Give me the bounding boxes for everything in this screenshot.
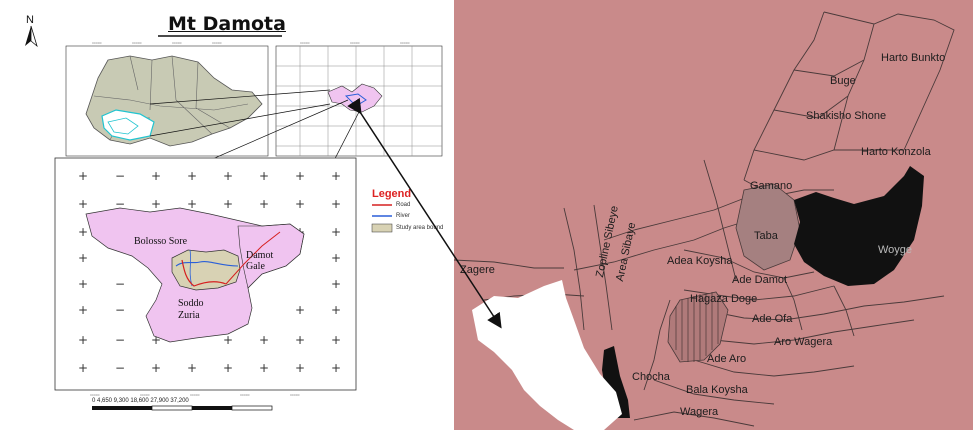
district-label-woyge: Woyge: [878, 244, 913, 256]
district-label-aro-wagera: Aro Wagera: [774, 336, 833, 348]
region-label-soddo-line2: Zuria: [178, 310, 200, 321]
svg-text:+: +: [151, 333, 161, 347]
svg-text:00000: 00000: [290, 393, 300, 397]
district-label-harto-konzola: Harto Konzola: [861, 146, 931, 158]
svg-text:+: +: [78, 277, 88, 291]
svg-text:00000: 00000: [300, 41, 310, 45]
svg-text:+: +: [187, 197, 197, 211]
svg-text:+: +: [78, 169, 88, 183]
region-label-bolosso-sore: Bolosso Sore: [134, 236, 188, 247]
svg-text:−: −: [115, 361, 125, 375]
study-area-map-graphic: + − + + + + + + + − + + + + + + + + + + + + − + + − + + + − + + + +…: [25, 25, 443, 411]
svg-text:−: −: [115, 333, 125, 347]
region-label-soddo-line1: Soddo: [178, 298, 204, 309]
svg-text:+: +: [259, 197, 269, 211]
svg-text:+: +: [295, 169, 305, 183]
svg-text:+: +: [151, 361, 161, 375]
svg-text:+: +: [331, 333, 341, 347]
svg-text:−: −: [115, 197, 125, 211]
svg-text:+: +: [151, 197, 161, 211]
svg-text:+: +: [331, 277, 341, 291]
svg-text:−: −: [115, 169, 125, 183]
study-area-white-mask: [472, 280, 622, 430]
district-label-shakisho-shone: Shakisho Shone: [806, 110, 887, 122]
svg-text:00000: 00000: [172, 41, 182, 45]
svg-text:+: +: [187, 361, 197, 375]
svg-text:−: −: [115, 277, 125, 291]
district-label-harto-bunkto: Harto Bunkto: [881, 52, 946, 64]
hatched-district-area: [667, 291, 729, 363]
svg-text:00000: 00000: [350, 41, 360, 45]
svg-text:00000: 00000: [90, 393, 100, 397]
region-label-damot-line2: Gale: [246, 261, 265, 272]
district-label-ade-aro: Ade Aro: [707, 353, 747, 365]
district-label-wagera: Wagera: [680, 406, 719, 418]
district-map-graphic: [454, 11, 955, 430]
svg-text:+: +: [331, 303, 341, 317]
district-boundaries: [454, 11, 955, 427]
svg-text:+: +: [187, 169, 197, 183]
svg-text:00000: 00000: [140, 393, 150, 397]
svg-text:+: +: [78, 251, 88, 265]
svg-text:+: +: [295, 197, 305, 211]
legend-road-label: Road: [396, 202, 411, 208]
study-area-detail-map: + − + + + + + + + − + + + + + + + + + + + + − + + − + + + − + + + +…: [54, 157, 357, 391]
legend-title: Legend: [372, 188, 412, 200]
svg-text:+: +: [295, 361, 305, 375]
highlighted-district-area: [794, 166, 924, 286]
svg-text:+: +: [223, 361, 233, 375]
svg-text:+: +: [78, 303, 88, 317]
legend-study-area-swatch: [371, 223, 393, 233]
scale-bar-text: 0 4,650 9,300 18,600 27,900 37,200: [92, 398, 189, 404]
legend-study-area-label: Study area bound: [396, 225, 444, 231]
svg-text:+: +: [259, 361, 269, 375]
region-label-damot-line1: Damot: [246, 250, 274, 261]
district-label-buge: Buge: [830, 75, 856, 87]
svg-text:+: +: [78, 361, 88, 375]
svg-text:+: +: [259, 169, 269, 183]
svg-text:+: +: [331, 225, 341, 239]
district-label-gamano: Gamano: [750, 180, 793, 192]
svg-text:+: +: [295, 303, 305, 317]
district-label-ade-ofa: Ade Ofa: [752, 313, 793, 325]
north-arrow-icon: [25, 25, 38, 48]
district-label-hagaza-doge: Hagaza Doge: [690, 293, 758, 305]
svg-text:+: +: [151, 169, 161, 183]
district-label-bala-koysha: Bala Koysha: [686, 384, 748, 396]
svg-text:+: +: [331, 197, 341, 211]
svg-text:+: +: [259, 333, 269, 347]
ethiopia-inset-map: [65, 45, 269, 157]
svg-text:+: +: [78, 333, 88, 347]
map-legend: [371, 204, 393, 233]
study-area-map-panel: + − + + + + + + + − + + + + + + + + + + + + − + + − + + + − + + + +…: [0, 0, 454, 430]
district-map-panel: Harto Bunkto Buge Shakisho Shone Harto K…: [454, 0, 973, 430]
svg-text:+: +: [78, 197, 88, 211]
svg-text:+: +: [78, 225, 88, 239]
zone-inset-map: [275, 45, 443, 157]
district-label-adea-koysha: Adea Koysha: [667, 255, 733, 267]
svg-text:+: +: [331, 169, 341, 183]
legend-river-label: River: [396, 213, 411, 219]
map-title: Mt Damota: [168, 13, 286, 35]
svg-text:00000: 00000: [92, 41, 102, 45]
svg-text:00000: 00000: [212, 41, 222, 45]
district-label-chocha: Chocha: [632, 371, 670, 383]
svg-text:+: +: [223, 333, 233, 347]
district-label-zagere: Zagere: [460, 264, 495, 276]
north-label: N: [26, 14, 34, 26]
scale-bar: [92, 405, 273, 411]
district-label-ade-damot: Ade Damot: [732, 274, 788, 286]
svg-text:+: +: [331, 361, 341, 375]
taba-district-area: [735, 183, 801, 271]
svg-text:00000: 00000: [132, 41, 142, 45]
svg-text:+: +: [331, 251, 341, 265]
district-label-taba: Taba: [754, 230, 778, 242]
svg-text:+: +: [223, 169, 233, 183]
svg-text:+: +: [223, 197, 233, 211]
svg-text:00000: 00000: [190, 393, 200, 397]
svg-text:−: −: [115, 303, 125, 317]
svg-text:00000: 00000: [400, 41, 410, 45]
svg-text:+: +: [295, 333, 305, 347]
svg-text:00000: 00000: [240, 393, 250, 397]
